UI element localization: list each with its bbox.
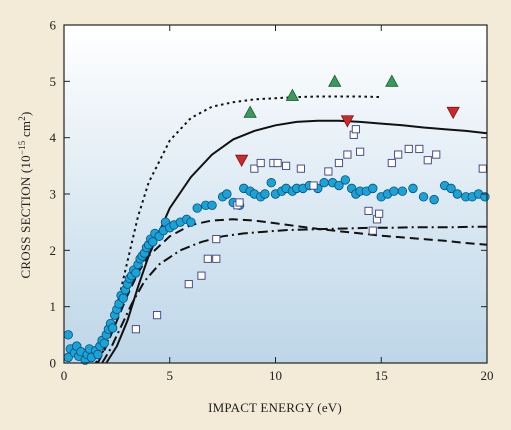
square-point: [152, 311, 162, 320]
y-tick-label: 0: [50, 356, 57, 371]
x-axis-title: IMPACT ENERGY (eV): [208, 400, 342, 415]
y-tick-label: 6: [50, 18, 57, 33]
square-point: [281, 161, 291, 170]
square-point: [423, 156, 432, 165]
circle-point: [368, 183, 378, 194]
y-tick-label: 3: [50, 187, 57, 202]
axis-ticks: 0 5 10 15 20 0 1 2 3 4 5 6: [50, 18, 494, 384]
solid-curve: [105, 119, 488, 364]
circle-point: [340, 175, 350, 185]
x-tick-label: 10: [269, 368, 282, 383]
square-point: [309, 181, 318, 190]
square-point: [131, 325, 141, 334]
square-point: [404, 144, 413, 154]
y-tick-label: 1: [50, 299, 57, 314]
circle-point: [192, 203, 202, 213]
circle-point: [319, 178, 329, 188]
square-point: [212, 234, 221, 244]
square-point: [375, 209, 384, 218]
square-point: [478, 164, 487, 173]
y-axis-title-unit: cm: [18, 121, 33, 141]
square-point: [356, 147, 365, 156]
triangle-up-point: [285, 88, 300, 101]
square-point: [387, 158, 396, 168]
square-point: [184, 280, 193, 289]
square-point: [364, 206, 373, 216]
circle-point: [397, 186, 408, 196]
square-point: [212, 254, 221, 263]
square-point: [415, 144, 424, 154]
triangle-up-point: [385, 74, 399, 87]
circle-point: [207, 200, 217, 210]
x-tick-label: 0: [61, 368, 68, 383]
circle-point: [408, 183, 418, 194]
triangle-down-point: [234, 154, 249, 168]
circle-point: [452, 189, 463, 199]
circle-point: [446, 183, 456, 194]
square-point: [296, 164, 305, 173]
square-point: [394, 150, 403, 159]
square-point: [432, 150, 441, 159]
circle-point: [99, 338, 109, 348]
circle-point: [93, 349, 103, 360]
square-point: [250, 164, 259, 173]
circle-point: [107, 323, 118, 333]
square-point: [324, 167, 333, 176]
y-axis-title-close: ): [18, 112, 33, 117]
circle-point: [266, 178, 276, 188]
square-point: [273, 158, 282, 168]
circle-point: [260, 189, 270, 199]
y-tick-label: 5: [50, 74, 57, 89]
square-point: [256, 158, 265, 168]
triangle-down-point: [446, 106, 460, 120]
square-point: [368, 226, 377, 235]
y-axis-title-unit-exponent: 2: [17, 116, 27, 121]
square-point: [343, 150, 352, 159]
circle-point: [63, 330, 73, 340]
x-tick-label: 5: [167, 368, 174, 383]
y-axis-title: CROSS SECTION (10−15 cm2): [17, 112, 33, 279]
x-tick-label: 15: [375, 368, 388, 383]
model-curves: [94, 95, 488, 364]
triangle-down-point: [340, 115, 355, 128]
dashdot-curve: [101, 225, 487, 364]
square-point: [235, 198, 244, 207]
triangle-up-point: [328, 74, 342, 87]
circle-point: [418, 192, 429, 202]
circle-point: [131, 268, 141, 278]
square-point: [197, 271, 206, 280]
circle-point: [118, 293, 128, 303]
y-axis-title-exponent: −15: [17, 140, 27, 155]
y-tick-label: 4: [50, 130, 57, 145]
circle-point: [222, 189, 232, 199]
dashed-curve: [96, 218, 488, 364]
square-point: [351, 125, 360, 134]
circle-point: [389, 186, 399, 196]
square-point: [203, 254, 212, 263]
square-point: [334, 158, 344, 168]
y-tick-label: 2: [50, 243, 57, 258]
circle-point: [334, 180, 344, 191]
y-axis-title-main: CROSS SECTION (10: [18, 155, 33, 278]
x-tick-label: 20: [481, 368, 494, 383]
circle-point: [186, 217, 196, 227]
dotted-curve: [94, 95, 382, 364]
circle-point: [429, 194, 439, 205]
triangle-up-point: [243, 105, 257, 118]
